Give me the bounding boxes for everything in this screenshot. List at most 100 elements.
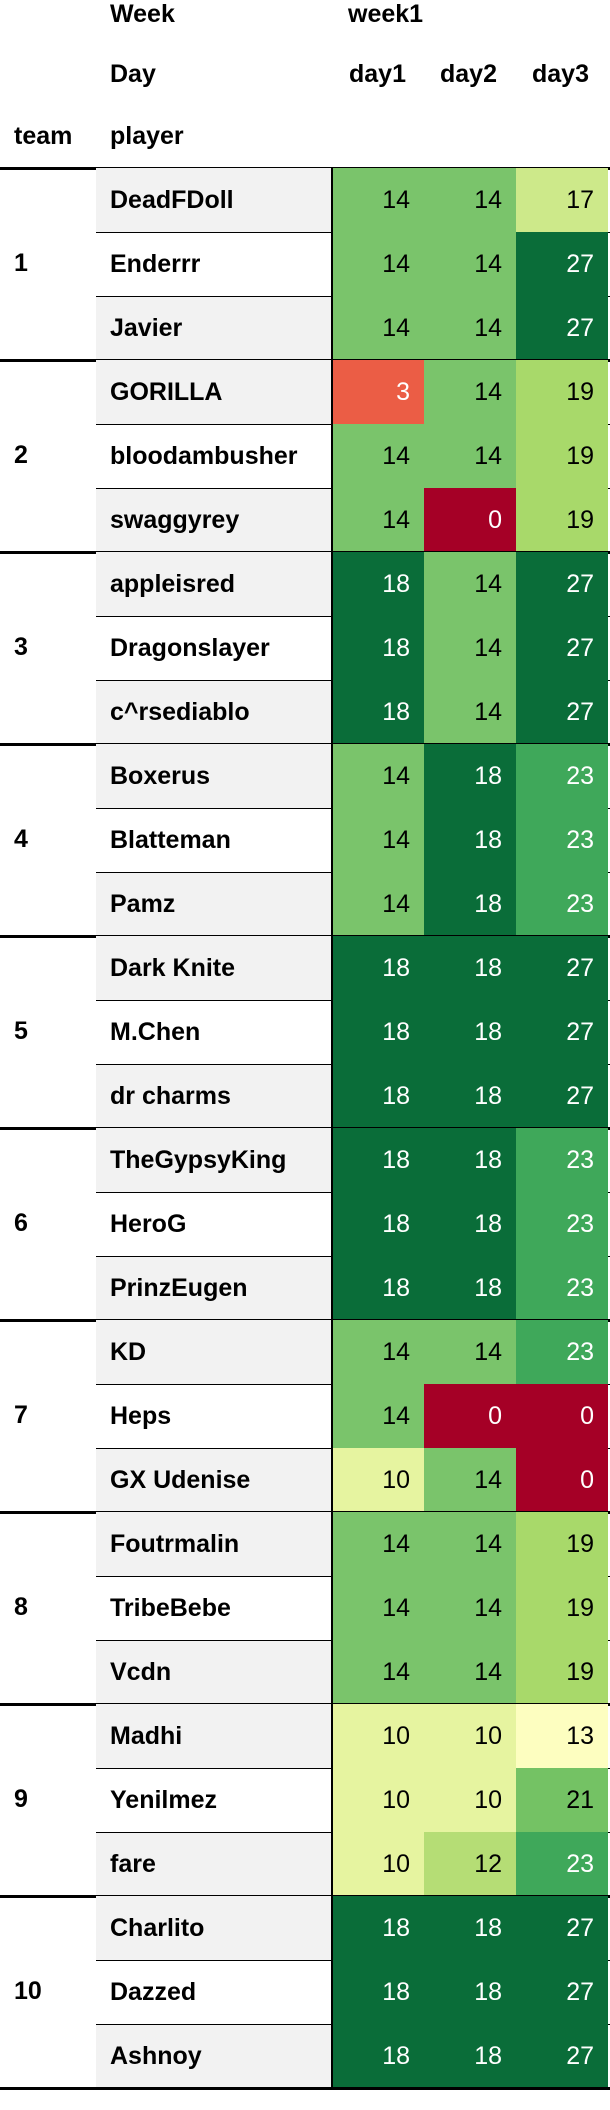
player-name: c^rsediablo: [96, 680, 332, 744]
player-name: dr charms: [96, 1064, 332, 1128]
score-day3: 27: [516, 616, 608, 680]
team-number: 9: [14, 1785, 28, 1813]
score-day3: 27: [516, 2024, 608, 2088]
score-day3: 13: [516, 1704, 608, 1768]
score-day3: 19: [516, 360, 608, 424]
score-day1: 10: [332, 1768, 424, 1832]
score-day1: 14: [332, 744, 424, 808]
score-day3: 23: [516, 1320, 608, 1384]
score-day2: 14: [424, 360, 516, 424]
score-day3: 0: [516, 1384, 608, 1448]
score-day1: 18: [332, 1192, 424, 1256]
score-day2: 18: [424, 1960, 516, 2024]
score-day2: 12: [424, 1832, 516, 1896]
score-day2: 14: [424, 1640, 516, 1704]
player-name: bloodambusher: [96, 424, 332, 488]
score-day2: 14: [424, 616, 516, 680]
score-day2: 18: [424, 744, 516, 808]
score-day3: 27: [516, 1960, 608, 2024]
score-day1: 14: [332, 872, 424, 936]
score-day1: 18: [332, 1000, 424, 1064]
score-day3: 27: [516, 552, 608, 616]
score-day3: 19: [516, 488, 608, 552]
score-day2: 14: [424, 1576, 516, 1640]
score-day3: 27: [516, 936, 608, 1000]
score-day1: 14: [332, 1512, 424, 1576]
player-name: TribeBebe: [96, 1576, 332, 1640]
player-name: appleisred: [96, 552, 332, 616]
score-day3: 27: [516, 1896, 608, 1960]
score-day1: 18: [332, 1256, 424, 1320]
team-number: 3: [14, 633, 28, 661]
score-day1: 18: [332, 1128, 424, 1192]
score-day3: 23: [516, 872, 608, 936]
player-name: Boxerus: [96, 744, 332, 808]
score-day3: 23: [516, 1256, 608, 1320]
score-day2: 10: [424, 1704, 516, 1768]
header-day2: day2: [440, 60, 497, 88]
score-day1: 14: [332, 1640, 424, 1704]
score-day3: 21: [516, 1768, 608, 1832]
score-day1: 14: [332, 1576, 424, 1640]
score-day1: 18: [332, 616, 424, 680]
score-day2: 18: [424, 808, 516, 872]
score-day2: 14: [424, 680, 516, 744]
score-day3: 27: [516, 232, 608, 296]
score-day2: 18: [424, 1256, 516, 1320]
player-name: Yenilmez: [96, 1768, 332, 1832]
score-day3: 23: [516, 808, 608, 872]
score-day1: 14: [332, 296, 424, 360]
score-day2: 18: [424, 872, 516, 936]
score-day2: 14: [424, 232, 516, 296]
score-day2: 18: [424, 936, 516, 1000]
player-name: GX Udenise: [96, 1448, 332, 1512]
player-name: GORILLA: [96, 360, 332, 424]
header-day1: day1: [349, 60, 406, 88]
score-day2: 14: [424, 1512, 516, 1576]
score-day3: 17: [516, 168, 608, 232]
score-day1: 18: [332, 1064, 424, 1128]
score-day3: 23: [516, 1128, 608, 1192]
player-name: M.Chen: [96, 1000, 332, 1064]
header-player-label: player: [110, 122, 184, 150]
score-day3: 0: [516, 1448, 608, 1512]
team-number: 2: [14, 441, 28, 469]
player-name: Dragonslayer: [96, 616, 332, 680]
score-day2: 18: [424, 1192, 516, 1256]
score-day1: 14: [332, 488, 424, 552]
score-day1: 14: [332, 1320, 424, 1384]
table-bottom-border: [0, 2087, 610, 2090]
score-day1: 18: [332, 1896, 424, 1960]
score-day1: 18: [332, 1960, 424, 2024]
score-day2: 18: [424, 2024, 516, 2088]
score-day3: 19: [516, 424, 608, 488]
header-day3: day3: [532, 60, 589, 88]
score-day2: 14: [424, 1448, 516, 1512]
score-day1: 18: [332, 2024, 424, 2088]
score-day1: 3: [332, 360, 424, 424]
player-name: Blatteman: [96, 808, 332, 872]
player-name: PrinzEugen: [96, 1256, 332, 1320]
score-day2: 18: [424, 1064, 516, 1128]
player-name: fare: [96, 1832, 332, 1896]
score-day2: 18: [424, 1000, 516, 1064]
player-name: Dark Knite: [96, 936, 332, 1000]
score-day1: 18: [332, 936, 424, 1000]
score-day1: 14: [332, 1384, 424, 1448]
score-day3: 27: [516, 1064, 608, 1128]
score-day2: 14: [424, 552, 516, 616]
score-day1: 14: [332, 424, 424, 488]
score-day1: 18: [332, 552, 424, 616]
player-name: HeroG: [96, 1192, 332, 1256]
player-name: Foutrmalin: [96, 1512, 332, 1576]
player-name: Javier: [96, 296, 332, 360]
team-number: 7: [14, 1401, 28, 1429]
score-day2: 0: [424, 488, 516, 552]
score-day3: 23: [516, 1832, 608, 1896]
score-day2: 14: [424, 424, 516, 488]
player-name: Madhi: [96, 1704, 332, 1768]
header-day-label: Day: [110, 60, 156, 88]
score-day1: 10: [332, 1448, 424, 1512]
header-team-label: team: [14, 122, 73, 150]
